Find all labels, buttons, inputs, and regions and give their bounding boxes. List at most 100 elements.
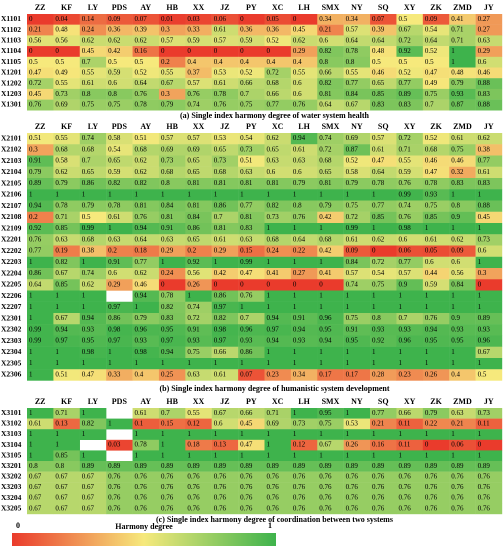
- cell-value: 0.22: [293, 247, 306, 255]
- heat-cell: [79, 166, 107, 179]
- heat-cell: [370, 429, 397, 440]
- heat-cell: [449, 358, 476, 370]
- heat-cell: [79, 290, 107, 302]
- cell-value: 0.77: [240, 202, 253, 210]
- heat-cell: [211, 301, 239, 314]
- heat-cell: [317, 471, 344, 483]
- cell-value: 0.81: [267, 179, 280, 187]
- heat-cell: [475, 88, 503, 100]
- cell-value: 1: [346, 359, 350, 367]
- cell-value: 0.76: [240, 504, 253, 512]
- cell-value: 0.63: [451, 409, 464, 417]
- cell-value: 0.55: [293, 68, 306, 76]
- cell-value: 0.14: [82, 15, 95, 23]
- cell-value: 0.98: [214, 325, 227, 333]
- heat-cell: [211, 346, 239, 359]
- cell-value: 0: [214, 280, 218, 288]
- heat-cell: [132, 461, 160, 472]
- cell-value: 0.53: [214, 134, 227, 142]
- cell-value: 1: [451, 303, 455, 311]
- cell-value: 0.81: [161, 213, 174, 221]
- heat-cell: [185, 279, 212, 291]
- heat-cell: [317, 24, 344, 36]
- cell-value: 1: [398, 359, 402, 367]
- cell-value: 0.83: [240, 224, 253, 232]
- heat-cell: [158, 492, 186, 504]
- column-label: AY: [140, 397, 151, 406]
- heat-cell: [158, 429, 186, 440]
- heat-cell: [343, 369, 371, 381]
- heat-cell: [422, 200, 450, 212]
- heat-cell: [317, 279, 344, 291]
- row-label: X1101: [1, 14, 21, 23]
- cell-value: 0.57: [187, 79, 200, 87]
- heat-cell: [422, 178, 450, 190]
- cell-value: 1: [319, 258, 323, 266]
- cell-value: 0.71: [55, 213, 68, 221]
- cell-value: 0.67: [55, 504, 68, 512]
- column-label: SMX: [322, 122, 340, 131]
- heat-cell: [317, 189, 344, 201]
- cell-value: 0.72: [372, 258, 385, 266]
- cell-value: 0.41: [319, 269, 332, 277]
- row-label: X3202: [1, 472, 22, 481]
- heat-cell: [132, 88, 160, 100]
- cell-value: 0.24: [82, 26, 95, 34]
- cell-value: 0.73: [161, 157, 174, 165]
- heat-cell: [422, 358, 450, 370]
- heat-cell: [317, 429, 344, 440]
- cell-value: 0.56: [451, 269, 464, 277]
- heat-cell: [396, 346, 424, 359]
- cell-value: 0.77: [372, 202, 385, 210]
- cell-value: 0.89: [267, 462, 280, 470]
- heat-cell: [449, 223, 476, 235]
- cell-value: 0.76: [161, 483, 174, 491]
- cell-value: 0.57: [398, 269, 411, 277]
- heat-cell: [238, 503, 265, 515]
- cell-value: 0.64: [346, 36, 359, 44]
- cell-value: 0.8: [29, 462, 38, 470]
- heat-cell: [290, 67, 318, 79]
- heat-cell: [290, 178, 318, 190]
- heat-cell: [27, 189, 54, 201]
- heat-cell: [27, 24, 54, 36]
- heat-cell: [290, 439, 318, 451]
- heat-cell: [185, 56, 212, 68]
- heat-cell: [158, 35, 186, 47]
- cell-value: 0.42: [108, 47, 121, 55]
- heat-cell: [449, 178, 476, 190]
- heat-cell: [370, 78, 397, 90]
- cell-value: 0.65: [187, 168, 200, 176]
- cell-value: 0.69: [187, 145, 200, 153]
- cell-value: 0.84: [451, 280, 464, 288]
- heat-cell: [396, 492, 424, 504]
- cell-value: 0.76: [372, 473, 385, 481]
- cell-value: 0.66: [214, 348, 227, 356]
- heat-cell: [317, 418, 344, 430]
- heat-cell: [449, 234, 476, 246]
- cell-value: 0.89: [108, 462, 121, 470]
- cell-value: 0.74: [346, 280, 359, 288]
- heat-cell: [238, 178, 265, 190]
- heat-cell: [422, 56, 450, 68]
- heat-cell: [238, 99, 265, 111]
- heat-cell: [106, 482, 133, 493]
- cell-value: 0.27: [478, 15, 491, 23]
- cell-value: 0.98: [82, 348, 95, 356]
- cell-value: 0.94: [293, 134, 306, 142]
- cell-value: 0.8: [319, 58, 328, 66]
- cell-value: 0.48: [55, 26, 68, 34]
- heat-cell: [158, 234, 186, 246]
- heat-cell: [370, 408, 397, 419]
- column-label: AY: [140, 3, 151, 12]
- cell-value: 0.6: [108, 269, 117, 277]
- cell-value: 0.29: [214, 247, 227, 255]
- cell-value: 0.89: [346, 462, 359, 470]
- heat-cell: [317, 234, 344, 246]
- heat-cell: [132, 223, 160, 235]
- cell-value: 0.73: [267, 213, 280, 221]
- cell-value: 0.76: [319, 494, 332, 502]
- heat-cell: [475, 335, 503, 347]
- cell-value: 0.26: [187, 280, 200, 288]
- row-label: X1102: [1, 25, 21, 34]
